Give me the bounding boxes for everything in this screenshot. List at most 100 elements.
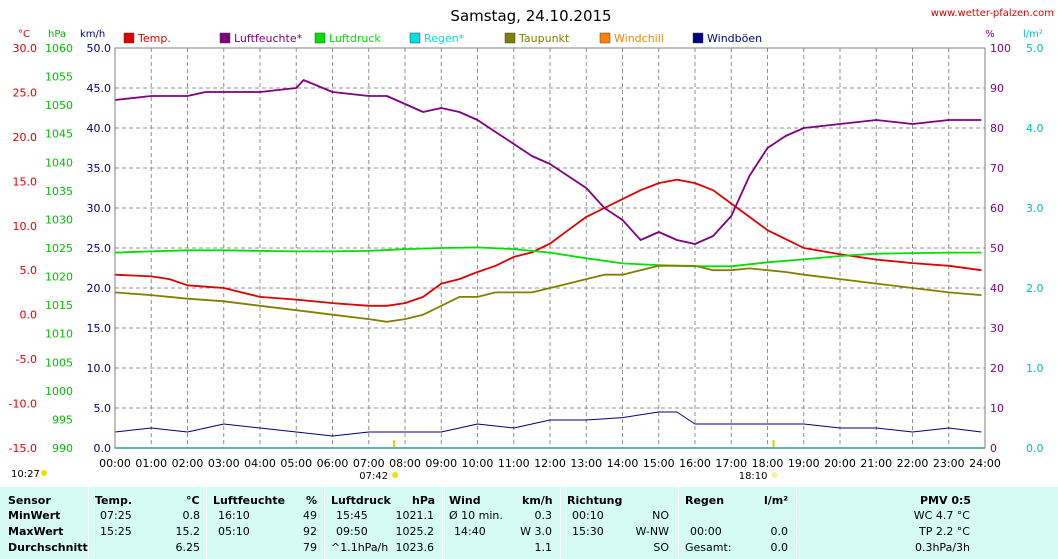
temperature-tick-label: 30.0 <box>13 42 38 55</box>
pressure-tick-label: 1025 <box>45 242 73 255</box>
pressure-value: 1021.1 <box>395 509 435 522</box>
time-markers: 07:42 18:10 10:27 <box>11 440 778 482</box>
sunrise-time-label: 07:42 <box>359 471 388 482</box>
chart-legend: Temp. Luftfeuchte* Luftdruck Regen* Taupunkt… <box>123 32 762 45</box>
x-tick-label: 09:00 <box>425 457 457 470</box>
pmv-value: WC 4.7 °C <box>913 509 970 522</box>
direction-time: 00:10 <box>572 509 604 522</box>
temperature-tick-label: 15.0 <box>13 175 38 188</box>
humidity-value: 92 <box>303 525 317 538</box>
temperature-tick-label: -5.0 <box>16 353 37 366</box>
x-tick-label: 23:00 <box>933 457 965 470</box>
weather-chart: Samstag, 24.10.2015 www.wetter-pfalzen.c… <box>8 7 1054 482</box>
temp-value: 0.8 <box>182 509 201 522</box>
row-label: MaxWert <box>8 525 64 538</box>
sun-icon <box>41 470 47 476</box>
temperature-tick-label: 0.0 <box>20 309 38 322</box>
legend-swatch <box>409 32 421 44</box>
humidity-value: 79 <box>303 541 317 554</box>
wind-tick-label: 0.0 <box>94 442 112 455</box>
x-tick-label: 03:00 <box>208 457 240 470</box>
website-link[interactable]: www.wetter-pfalzen.com <box>931 8 1054 19</box>
x-tick-label: 24:00 <box>969 457 1001 470</box>
x-tick-label: 06:00 <box>317 457 349 470</box>
sunset-time-label: 18:10 <box>739 471 768 482</box>
legend-swatch <box>123 32 135 44</box>
chart-title: Samstag, 24.10.2015 <box>450 7 611 25</box>
humidity-tick-label: 90 <box>990 82 1004 95</box>
rain-tick-label: 5.0 <box>1026 42 1044 55</box>
temperature-tick-label: 25.0 <box>13 86 38 99</box>
wind-tick-label: 30.0 <box>87 202 112 215</box>
legend-label: Luftdruck <box>329 32 381 45</box>
wind-tick-label: 20.0 <box>87 282 112 295</box>
rain-tick-label: 1.0 <box>1026 362 1044 375</box>
temperature-tick-label: -15.0 <box>9 442 37 455</box>
wind-tick-label: 25.0 <box>87 242 112 255</box>
pmv-value: 0.3hPa/3h <box>914 541 970 554</box>
legend-swatch <box>314 32 326 44</box>
rain-tick-label: 0.0 <box>1026 442 1044 455</box>
x-tick-label: 00:00 <box>99 457 131 470</box>
temperature-tick-label: 5.0 <box>20 264 38 277</box>
x-tick-label: 07:00 <box>353 457 385 470</box>
x-tick-label: 15:00 <box>643 457 675 470</box>
pressure-tick-label: 995 <box>52 413 73 426</box>
x-tick-label: 02:00 <box>172 457 204 470</box>
series-line <box>114 246 982 268</box>
pmv-value: TP 2.2 °C <box>918 525 970 538</box>
humidity-tick-label: 10 <box>990 402 1004 415</box>
humidity-tick-label: 70 <box>990 162 1004 175</box>
wind-value: W 3.0 <box>520 525 552 538</box>
rain-time: Gesamt: <box>685 541 732 554</box>
direction-value: SO <box>653 541 669 554</box>
humidity-value: 49 <box>303 509 317 522</box>
x-tick-label: 04:00 <box>244 457 276 470</box>
legend-swatch <box>504 32 516 44</box>
chart-grid <box>115 48 985 448</box>
header-rain: Regen <box>685 494 725 507</box>
humidity-tick-label: 80 <box>990 122 1004 135</box>
series-line <box>114 178 982 307</box>
wind-value: 1.1 <box>534 541 553 554</box>
humidity-time: 16:10 <box>218 509 250 522</box>
pressure-tick-label: 1015 <box>45 299 73 312</box>
pressure-tick-label: 1035 <box>45 185 73 198</box>
header-sensor: Sensor <box>8 494 51 507</box>
wind-time: Ø 10 min. <box>449 509 503 522</box>
pressure-tick-label: 1060 <box>45 42 73 55</box>
rain-value: 0.0 <box>770 525 789 538</box>
header-temp: Temp. <box>95 494 133 507</box>
current-time-label: 10:27 <box>11 469 40 480</box>
pressure-value: 1025.2 <box>395 525 435 538</box>
humidity-tick-label: 60 <box>990 202 1004 215</box>
humidity-tick-label: 100 <box>990 42 1011 55</box>
humidity-tick-label: 20 <box>990 362 1004 375</box>
legend-label: Windböen <box>707 32 762 45</box>
header-humidity-unit: % <box>306 494 318 507</box>
rain-tick-label: 3.0 <box>1026 202 1044 215</box>
x-tick-label: 17:00 <box>715 457 747 470</box>
wind-tick-label: 10.0 <box>87 362 112 375</box>
series-line <box>114 264 982 323</box>
wind-tick-label: 5.0 <box>94 402 112 415</box>
rain-time: 00:00 <box>690 525 722 538</box>
header-pressure-unit: hPa <box>412 494 436 507</box>
pressure-tick-label: 1045 <box>45 128 73 141</box>
x-tick-label: 21:00 <box>860 457 892 470</box>
temperature-tick-label: 10.0 <box>13 220 38 233</box>
x-tick-label: 11:00 <box>498 457 530 470</box>
row-label: MinWert <box>8 509 61 522</box>
series-line <box>114 79 982 245</box>
pressure-value: 1023.6 <box>395 541 435 554</box>
plot-frame <box>114 47 986 449</box>
legend-label: Temp. <box>137 32 171 45</box>
header-humidity: Luftfeuchte <box>213 494 286 507</box>
x-tick-label: 01:00 <box>135 457 167 470</box>
pressure-time: 15:45 <box>336 509 368 522</box>
legend-swatch <box>692 32 704 44</box>
header-direction: Richtung <box>567 494 623 507</box>
rain-tick-label: 4.0 <box>1026 122 1044 135</box>
direction-time: 15:30 <box>572 525 604 538</box>
row-label: Durchschnitt <box>8 541 88 554</box>
